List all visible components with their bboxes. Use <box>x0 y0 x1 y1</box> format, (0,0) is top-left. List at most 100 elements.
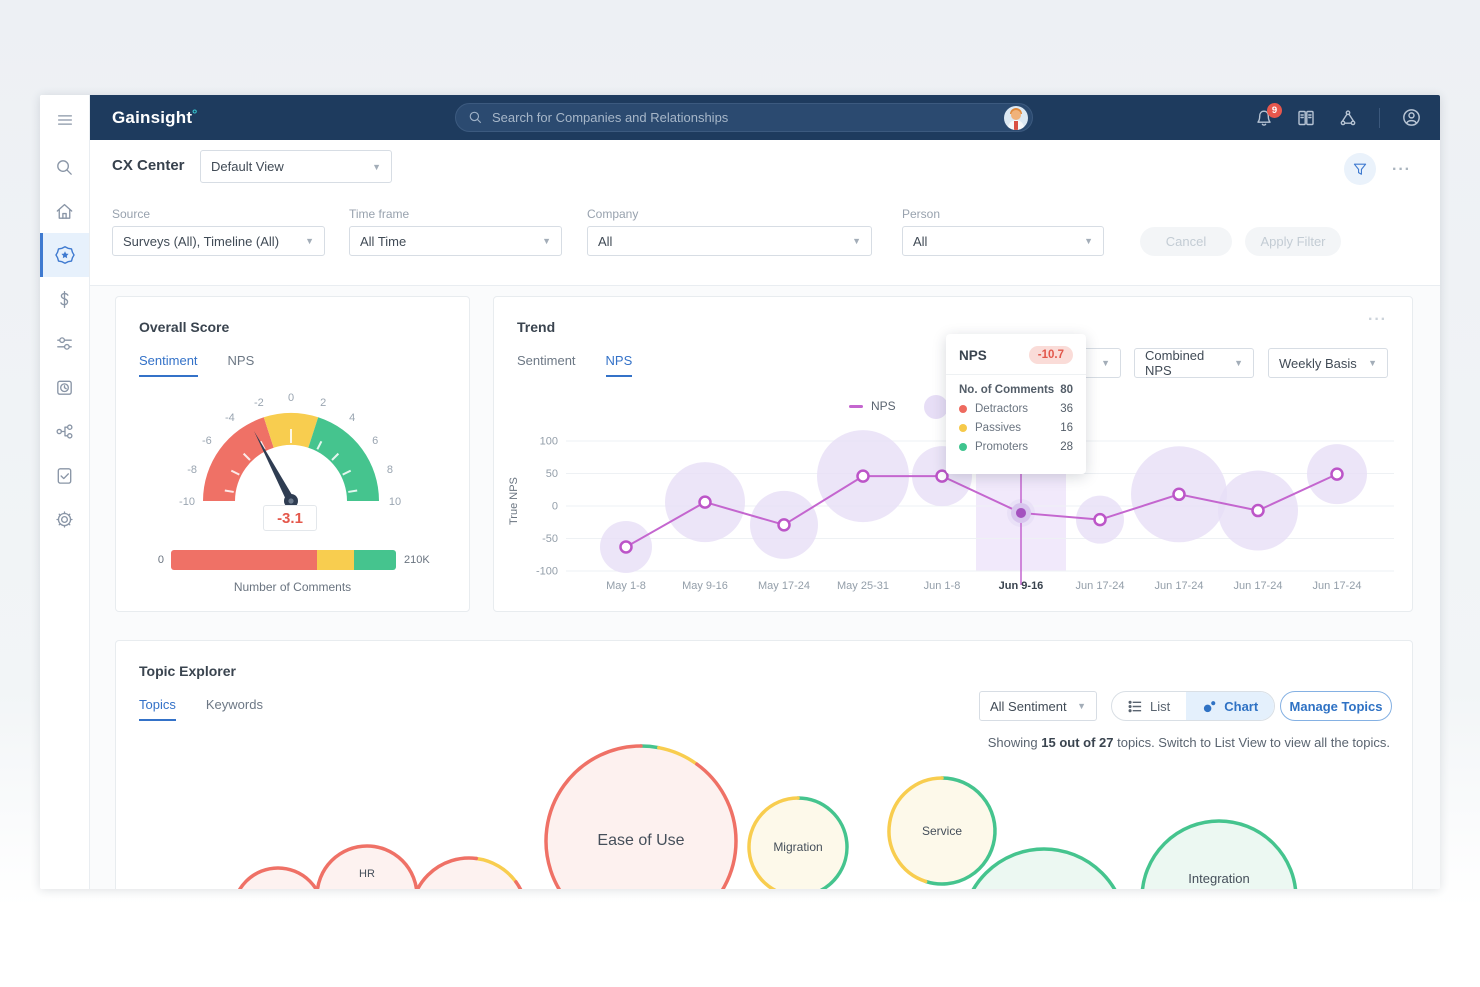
top-navbar: Gainsight˚ 9 <box>90 95 1440 140</box>
svg-text:Jun 17-24: Jun 17-24 <box>1155 580 1204 592</box>
svg-text:May 9-16: May 9-16 <box>682 580 728 592</box>
menu-toggle-button[interactable] <box>40 95 89 145</box>
topics-bubble-chart[interactable]: HR Ease of Use Migration Service Integration <box>118 741 1412 889</box>
svg-text:HR: HR <box>359 868 375 880</box>
profile-button[interactable] <box>1400 107 1422 129</box>
navbar-divider <box>1379 107 1380 128</box>
svg-text:-4: -4 <box>225 412 235 424</box>
period-dropdown[interactable]: Weekly Basis ▼ <box>1268 348 1388 378</box>
chart-view-button[interactable]: Chart <box>1186 692 1275 720</box>
tooltip-divider <box>946 374 1086 375</box>
svg-text:Migration: Migration <box>773 840 822 854</box>
passives-label: Passives <box>975 422 1022 434</box>
svg-text:8: 8 <box>387 464 393 476</box>
overall-score-title: Overall Score <box>139 319 230 335</box>
source-filter-dropdown[interactable]: Surveys (All), Timeline (All) ▼ <box>112 226 325 256</box>
svg-text:May 17-24: May 17-24 <box>758 580 810 592</box>
legend-bubble-swatch <box>924 395 948 419</box>
global-search[interactable] <box>455 103 1033 132</box>
passives-value: 16 <box>1060 422 1073 434</box>
sentiment-gauge-chart: -10 -8 -6 -4 -2 0 2 4 6 8 10 <box>179 392 401 508</box>
svg-text:Jun 17-24: Jun 17-24 <box>1076 580 1125 592</box>
chevron-down-icon: ▼ <box>1101 358 1110 368</box>
svg-text:May 25-31: May 25-31 <box>837 580 889 592</box>
person-filter-dropdown[interactable]: All ▼ <box>902 226 1104 256</box>
tab-topics[interactable]: Topics <box>139 697 176 721</box>
home-icon <box>56 203 73 219</box>
svg-text:6: 6 <box>372 435 378 447</box>
timeframe-filter-dropdown[interactable]: All Time ▼ <box>349 226 562 256</box>
tab-keywords[interactable]: Keywords <box>205 697 263 712</box>
manage-topics-button[interactable]: Manage Topics <box>1280 691 1392 721</box>
sidebar-item-journey[interactable] <box>40 321 89 365</box>
promoters-value: 28 <box>1060 441 1073 453</box>
sidebar-item-relationships[interactable] <box>40 409 89 453</box>
sidebar-item-revenue[interactable] <box>40 277 89 321</box>
trend-tabs: Sentiment NPS <box>517 353 633 377</box>
tooltip-value-badge: -10.7 <box>1028 346 1073 364</box>
metric-dropdown[interactable]: Combined NPS ▼ <box>1134 348 1254 378</box>
gear-icon <box>56 510 73 528</box>
chevron-down-icon: ▼ <box>305 236 314 246</box>
sentiment-filter-dropdown[interactable]: All Sentiment ▼ <box>979 691 1097 721</box>
svg-text:50: 50 <box>546 468 558 480</box>
network-icon <box>1340 109 1356 125</box>
metric-dropdown-value: Combined NPS <box>1145 348 1205 378</box>
passives-dot <box>959 424 967 432</box>
svg-text:Service: Service <box>922 824 962 838</box>
chart-tooltip: NPS -10.7 No. of Comments 80 Detractors … <box>946 334 1086 474</box>
trend-more-menu[interactable]: ··· <box>1368 311 1387 328</box>
legend-line-swatch <box>849 404 863 408</box>
apply-filter-button[interactable]: Apply Filter <box>1245 227 1341 256</box>
chevron-down-icon: ▼ <box>372 161 381 172</box>
sidebar-item-surveys[interactable] <box>40 453 89 497</box>
cancel-button[interactable]: Cancel <box>1140 227 1232 256</box>
source-filter-value: Surveys (All), Timeline (All) <box>123 233 280 249</box>
notifications-button[interactable]: 9 <box>1253 102 1282 129</box>
sentiment-filter-value: All Sentiment <box>990 698 1067 714</box>
tooltip-detractors-row: Detractors 36 <box>959 403 1073 415</box>
sidebar-item-settings[interactable] <box>40 497 89 541</box>
avatar[interactable] <box>1004 105 1028 130</box>
chevron-down-icon: ▼ <box>1234 358 1243 368</box>
app-window: Gainsight˚ 9 CX Center <box>40 95 1440 889</box>
svg-text:10: 10 <box>389 496 401 508</box>
svg-text:-10: -10 <box>179 496 195 508</box>
bar-max-label: 210K <box>404 554 430 566</box>
sidebar-item-home[interactable] <box>40 189 89 233</box>
tab-nps[interactable]: NPS <box>227 353 255 368</box>
filter-button[interactable] <box>1344 153 1376 185</box>
svg-text:Jun 17-24: Jun 17-24 <box>1313 580 1362 592</box>
sidebar-item-cx-center[interactable] <box>40 233 89 277</box>
knowledge-center-button[interactable] <box>1295 107 1317 129</box>
sliders-icon <box>57 336 72 350</box>
sidebar-item-search[interactable] <box>40 145 89 189</box>
book-icon <box>1298 110 1314 125</box>
overall-score-card: Overall Score Sentiment NPS -10 -8 -6 -4 -2 0… <box>115 296 470 612</box>
tab-sentiment[interactable]: Sentiment <box>517 353 576 368</box>
search-input[interactable] <box>492 110 1004 125</box>
company-filter-dropdown[interactable]: All ▼ <box>587 226 872 256</box>
bar-segment-neutral <box>317 550 355 570</box>
timeframe-filter-label: Time frame <box>349 207 410 221</box>
hierarchy-icon <box>56 423 73 439</box>
tooltip-passives-row: Passives 16 <box>959 422 1073 434</box>
network-share-button[interactable] <box>1337 107 1359 129</box>
view-selector-dropdown[interactable]: Default View ▼ <box>200 150 392 183</box>
sidebar-rail <box>40 95 90 889</box>
svg-text:-100: -100 <box>536 566 558 578</box>
tooltip-comments-row: No. of Comments 80 <box>959 384 1073 396</box>
showing-topics-text: Showing 15 out of 27 topics. Switch to L… <box>987 735 1390 750</box>
list-view-button[interactable]: List <box>1112 692 1186 720</box>
page-more-menu[interactable]: ··· <box>1392 161 1411 178</box>
gauge-value: -3.1 <box>263 505 317 531</box>
overall-score-tabs: Sentiment NPS <box>139 353 254 377</box>
tab-sentiment[interactable]: Sentiment <box>139 353 198 377</box>
source-filter-label: Source <box>112 207 151 221</box>
detractors-value: 36 <box>1060 403 1073 415</box>
tab-nps[interactable]: NPS <box>605 353 633 377</box>
detractors-dot <box>959 405 967 413</box>
sidebar-item-timeline[interactable] <box>40 365 89 409</box>
search-icon <box>57 159 72 175</box>
gainsight-logo: Gainsight˚ <box>112 107 199 127</box>
